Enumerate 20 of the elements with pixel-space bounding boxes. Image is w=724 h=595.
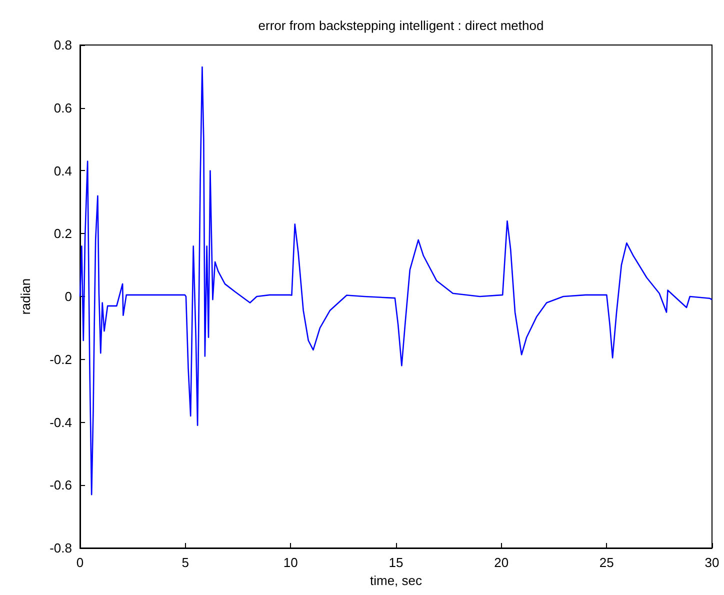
y-tick-label: 0.6 [54,100,72,116]
y-tick-label: -0.6 [50,478,72,493]
y-tick-label: 0.8 [54,38,72,52]
y-tick-label: -0.2 [50,352,72,367]
y-tick-label: 0.2 [54,226,72,242]
x-tick-label: 5 [182,555,189,570]
x-tick-label: 20 [494,555,509,570]
x-tick-label: 30 [704,555,720,570]
y-tick-label: -0.8 [50,540,72,556]
line-series [79,66,713,496]
y-tick-label: 0 [64,289,72,304]
x-tick-label: 0 [76,555,84,570]
y-axis-title: radian [18,278,33,315]
chart-title: error from backstepping intelligent : direct method [258,18,544,33]
x-axis-title: time, sec [370,572,423,588]
x-tick-label: 25 [599,555,614,570]
x-tick-label: 15 [388,555,404,570]
x-tick-label: 10 [283,555,298,570]
y-tick-label: -0.4 [50,414,72,430]
y-tick-label: 0.4 [54,163,72,178]
